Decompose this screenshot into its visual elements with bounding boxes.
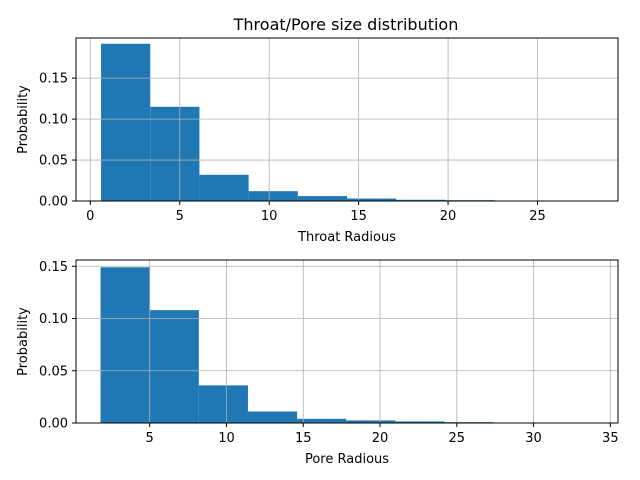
- histogram-bar: [346, 420, 396, 423]
- x-tick-label: 20: [372, 431, 389, 446]
- x-tick-label: 15: [295, 431, 312, 446]
- histogram-bar: [297, 196, 347, 201]
- histogram-bar: [248, 191, 298, 201]
- x-tick-label: 35: [602, 431, 619, 446]
- y-tick-label: 0.15: [39, 72, 68, 87]
- histogram-bar: [101, 43, 151, 201]
- y-tick-label: 0.00: [39, 417, 68, 432]
- y-axis-label: Probability: [16, 307, 31, 376]
- y-tick-label: 0.05: [39, 154, 68, 169]
- x-tick-label: 25: [529, 209, 546, 224]
- histogram-bar: [198, 385, 248, 423]
- y-tick-label: 0.00: [39, 195, 68, 210]
- y-axis-label: Probability: [16, 85, 31, 154]
- x-axis-label: Pore Radious: [305, 452, 389, 467]
- x-tick-label: 5: [146, 431, 154, 446]
- y-tick-label: 0.05: [39, 364, 68, 379]
- x-tick-label: 10: [218, 431, 235, 446]
- x-tick-label: 5: [176, 209, 184, 224]
- histogram-bar: [247, 411, 298, 423]
- x-tick-label: 25: [449, 431, 466, 446]
- y-tick-label: 0.10: [39, 312, 68, 327]
- x-tick-label: 15: [350, 209, 367, 224]
- y-tick-label: 0.10: [39, 113, 68, 128]
- histogram-bar: [347, 198, 397, 201]
- chart-title: Throat/Pore size distribution: [233, 15, 459, 34]
- x-tick-label: 20: [440, 209, 457, 224]
- histogram-bar: [199, 174, 249, 201]
- x-tick-label: 30: [525, 431, 542, 446]
- histogram-bar: [396, 199, 446, 201]
- x-tick-label: 0: [86, 209, 94, 224]
- axes-frame: [75, 259, 619, 424]
- x-tick-label: 10: [261, 209, 278, 224]
- y-tick-label: 0.15: [39, 260, 68, 275]
- subplot-1: 0 5 10 15 20 25 0.00 0.05 0.10 0.15 Throat Radious…: [16, 37, 619, 245]
- histogram-bar: [100, 267, 150, 423]
- histogram-bar: [395, 421, 445, 423]
- subplots: 0 5 10 15 20 25 0.00 0.05 0.10 0.15 Throat Radious…: [16, 37, 619, 467]
- histogram-bar: [149, 310, 199, 423]
- subplot-2: 5 10 15 20 25 30 35 0.00 0.05 0.10 0.15 Pore Radiou…: [16, 259, 619, 467]
- histogram-bar: [150, 106, 200, 201]
- histogram-bar: [297, 418, 347, 423]
- x-axis-label: Throat Radious: [297, 230, 396, 245]
